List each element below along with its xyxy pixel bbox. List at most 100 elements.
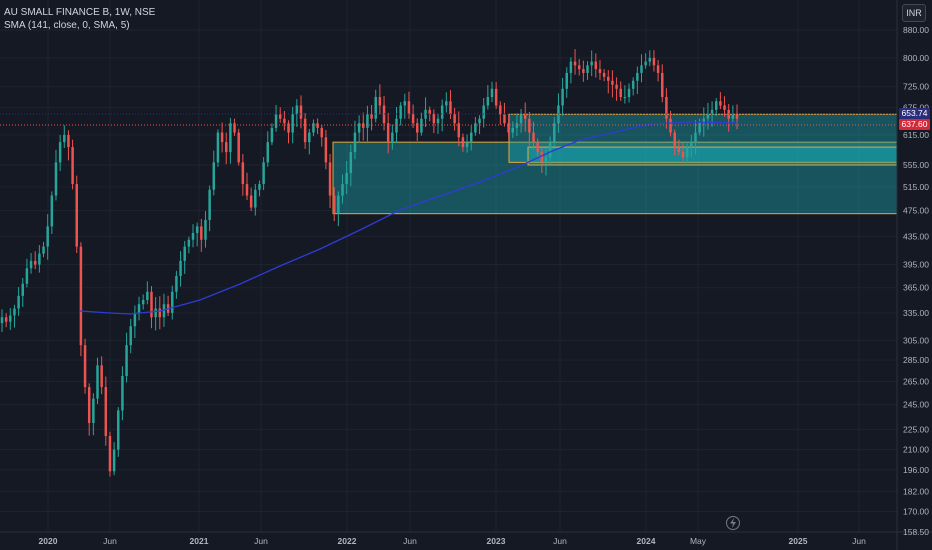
candle-body: [548, 142, 552, 158]
candle-body: [702, 118, 706, 124]
candle-body: [0, 317, 4, 324]
candle-body: [241, 162, 245, 185]
candle-body: [640, 65, 643, 73]
candle-body: [216, 132, 220, 163]
candle-body: [133, 312, 137, 327]
candle-body: [474, 123, 477, 133]
candle-body: [731, 114, 735, 119]
candle-body: [420, 118, 423, 133]
y-tick-label: 170.00: [903, 506, 929, 516]
candle-body: [212, 162, 216, 190]
y-tick-label: 555.00: [903, 160, 929, 170]
candle-body: [669, 118, 672, 133]
indicator-label[interactable]: SMA (141, close, 0, SMA, 5): [4, 20, 130, 31]
y-tick-label: 305.00: [903, 335, 929, 345]
candle-body: [200, 226, 203, 240]
candle-body: [469, 132, 473, 143]
candle-body: [440, 105, 444, 119]
x-tick-label: Jun: [553, 536, 567, 546]
candle-body: [656, 65, 660, 73]
zone-box-3: [527, 146, 898, 166]
candle-body: [63, 134, 66, 143]
candle-body: [561, 88, 564, 106]
candle-body: [175, 275, 178, 292]
candle-body: [266, 142, 270, 163]
candle-body: [58, 142, 62, 163]
candle-body: [719, 101, 722, 106]
y-tick-label: 210.00: [903, 445, 929, 455]
x-tick-label: 2025: [789, 536, 808, 546]
candle-body: [370, 114, 373, 119]
candle-body: [486, 97, 490, 106]
candle-body: [249, 195, 253, 208]
candle-body: [449, 101, 452, 115]
candle-body: [494, 88, 498, 106]
candle-body: [403, 101, 407, 106]
x-tick-label: 2021: [190, 536, 209, 546]
y-tick-label: 265.00: [903, 376, 929, 386]
candle-body: [54, 162, 58, 196]
candle-body: [681, 152, 685, 158]
lightning-icon[interactable]: [726, 516, 740, 530]
candle-body: [112, 449, 116, 472]
candle-body: [79, 246, 83, 346]
candle-body: [195, 226, 199, 233]
candle-body: [553, 123, 556, 143]
candle-body: [137, 304, 141, 313]
y-tick-label: 225.00: [903, 424, 929, 434]
candle-body: [432, 114, 436, 124]
y-tick-label: 475.00: [903, 206, 929, 216]
candle-body: [436, 118, 440, 124]
candle-body: [499, 105, 502, 115]
candle-body: [478, 118, 481, 124]
y-tick-label: 515.00: [903, 182, 929, 192]
candle-body: [357, 123, 361, 133]
candle-body: [42, 246, 45, 254]
candle-body: [100, 365, 103, 388]
candle-body: [46, 226, 49, 247]
candle-body: [511, 127, 515, 133]
candle-body: [75, 184, 78, 247]
y-tick-label: 158.50: [903, 527, 929, 537]
candle-body: [295, 105, 299, 115]
currency-badge[interactable]: INR: [902, 4, 926, 22]
symbol-title[interactable]: AU SMALL FINANCE B, 1W, NSE: [4, 7, 156, 18]
candle-body: [9, 315, 12, 322]
candle-body: [416, 123, 419, 133]
candle-body: [245, 184, 249, 196]
candle-body: [179, 260, 182, 276]
candle-body: [29, 260, 33, 269]
candle-body: [83, 345, 87, 388]
x-tick-label: Jun: [852, 536, 866, 546]
candle-body: [146, 291, 149, 301]
y-tick-label: 615.00: [903, 130, 929, 140]
candle-body: [706, 114, 710, 119]
candle-body: [577, 65, 581, 70]
candle-body: [162, 304, 166, 318]
candle-body: [569, 61, 573, 73]
candle-body: [274, 114, 278, 128]
candle-body: [270, 127, 274, 143]
candle-body: [129, 326, 132, 346]
candle-body: [594, 61, 598, 70]
candle-body: [586, 65, 589, 73]
candle-body: [366, 114, 369, 128]
y-tick-label: 800.00: [903, 53, 929, 63]
candle-body: [490, 88, 494, 98]
y-tick-label: 365.00: [903, 283, 929, 293]
candle-body: [17, 295, 20, 309]
x-tick-label: Jun: [254, 536, 268, 546]
candle-body: [278, 114, 282, 119]
candle-body: [312, 123, 315, 133]
chart-legend: AU SMALL FINANCE B, 1W, NSE SMA (141, cl…: [4, 6, 155, 32]
candle-body: [125, 345, 128, 377]
candle-body: [648, 57, 652, 62]
candle-body: [150, 291, 153, 318]
candle-body: [349, 152, 353, 174]
candle-body: [607, 76, 610, 81]
sma-line: [79, 121, 738, 315]
y-tick-label: 335.00: [903, 308, 929, 318]
candle-body: [391, 132, 394, 143]
